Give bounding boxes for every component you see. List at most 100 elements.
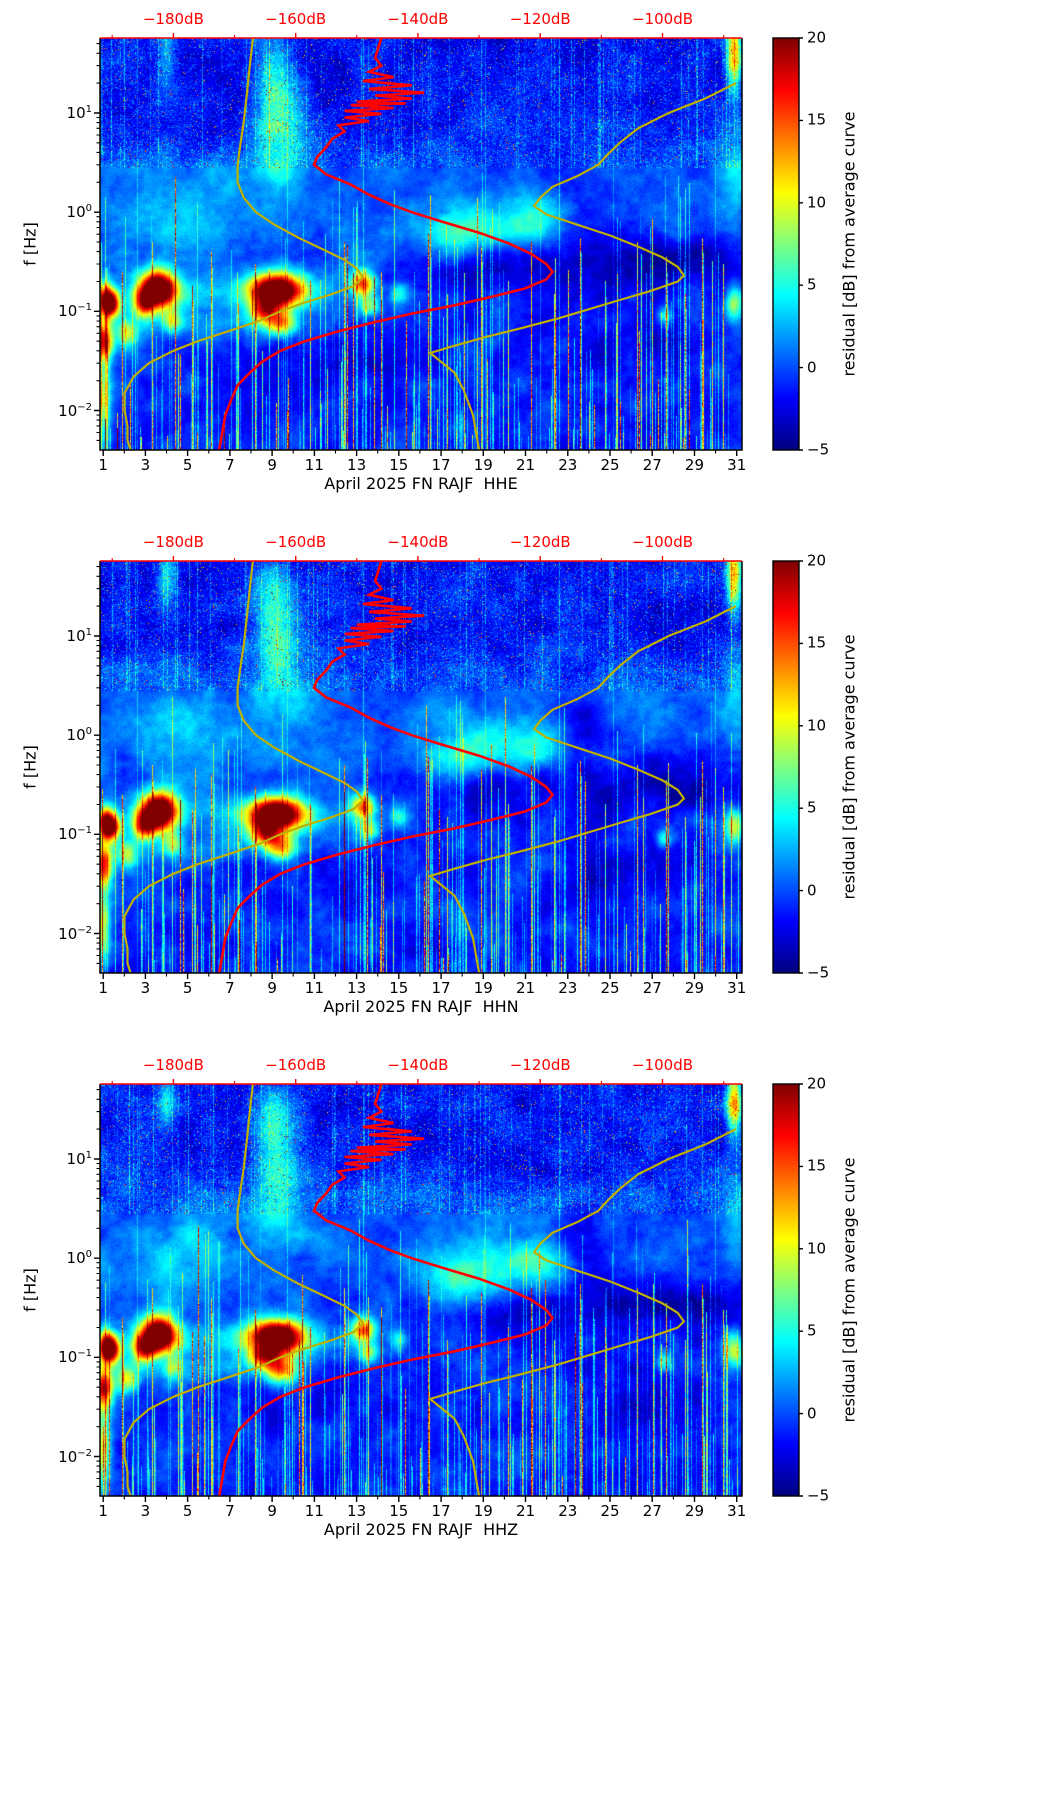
top-axis-tick-label: −100dB	[631, 1056, 694, 1074]
x-tick-label: 7	[225, 456, 235, 474]
y-tick-label: 100	[66, 203, 92, 222]
x-tick-label: 31	[727, 456, 747, 474]
x-tick-label: 21	[515, 1502, 536, 1520]
x-tick-label: 27	[642, 979, 662, 997]
y-tick-label: 101	[66, 1149, 92, 1168]
x-tick-label: 1	[98, 979, 108, 997]
colorbar-tick-label: −5	[807, 1486, 830, 1505]
x-tick-label: 11	[304, 456, 324, 474]
x-tick-label: 31	[727, 1502, 747, 1520]
y-tick-label: 10−2	[58, 924, 92, 943]
top-axis-tick-label: −180dB	[142, 1056, 204, 1074]
x-axis-label: April 2025 FN RAJF HHZ	[323, 1520, 519, 1539]
x-tick-label: 9	[267, 456, 277, 474]
top-axis-tick-label: −160dB	[265, 10, 327, 28]
y-axis-label: f [Hz]	[20, 1268, 40, 1312]
x-tick-label: 1	[98, 1502, 108, 1520]
y-tick-label: 10−1	[58, 302, 92, 321]
x-tick-label: 15	[389, 979, 409, 997]
x-tick-label: 11	[304, 1502, 324, 1520]
x-tick-label: 3	[140, 979, 151, 997]
x-tick-label: 13	[347, 456, 367, 474]
x-tick-label: 31	[727, 979, 747, 997]
colorbar-tick-label: 0	[807, 358, 817, 377]
x-tick-label: 25	[600, 456, 620, 474]
x-tick-label: 15	[389, 1502, 409, 1520]
x-tick-label: 19	[473, 456, 493, 474]
y-tick-label: 100	[66, 726, 92, 745]
x-tick-label: 17	[431, 1502, 451, 1520]
colorbar-tick-label: 20	[807, 28, 827, 47]
x-tick-label: 5	[182, 1502, 193, 1520]
top-axis-tick-label: −100dB	[631, 10, 694, 28]
colorbar-gradient	[773, 38, 799, 450]
x-axis-label: April 2025 FN RAJF HHE	[324, 474, 518, 493]
colorbar-label: residual [dB] from average curve	[839, 1157, 859, 1423]
colorbar-tick-label: 15	[807, 110, 827, 129]
x-tick-label: 19	[473, 979, 493, 997]
y-tick-label: 10−1	[58, 825, 92, 844]
top-axis-tick-label: −120dB	[509, 1056, 571, 1074]
colorbar-label: residual [dB] from average curve	[839, 634, 859, 900]
x-axis-label: April 2025 FN RAJF HHN	[323, 997, 519, 1016]
x-tick-label: 9	[267, 979, 277, 997]
colorbar-tick-label: 10	[807, 1239, 827, 1258]
x-tick-label: 23	[558, 979, 578, 997]
top-axis-tick-label: −120dB	[509, 10, 571, 28]
panel-hhz: f [Hz] April 2025 FN RAJF HHZ residual […	[0, 1046, 1052, 1569]
x-tick-label: 17	[431, 979, 451, 997]
x-tick-label: 29	[684, 456, 705, 474]
x-tick-label: 19	[473, 1502, 493, 1520]
x-tick-label: 21	[515, 456, 536, 474]
colorbar-tick-label: −5	[807, 963, 830, 982]
y-tick-label: 101	[66, 103, 92, 122]
colorbar-tick-label: 15	[807, 1156, 827, 1175]
x-tick-label: 1	[98, 456, 108, 474]
colorbar-label: residual [dB] from average curve	[839, 111, 859, 377]
x-tick-label: 29	[684, 1502, 705, 1520]
top-axis-tick-label: −160dB	[265, 533, 327, 551]
x-tick-label: 25	[600, 1502, 620, 1520]
x-tick-label: 9	[267, 1502, 277, 1520]
x-tick-label: 3	[140, 1502, 151, 1520]
spectrogram-heatmap	[100, 1084, 742, 1496]
top-axis-tick-label: −180dB	[142, 10, 204, 28]
x-tick-label: 23	[558, 456, 578, 474]
x-tick-label: 5	[182, 979, 193, 997]
colorbar-tick-label: 15	[807, 633, 827, 652]
y-axis-label: f [Hz]	[20, 222, 40, 266]
x-tick-label: 7	[225, 1502, 235, 1520]
colorbar-tick-label: 10	[807, 193, 827, 212]
top-axis-tick-label: −160dB	[265, 1056, 327, 1074]
y-tick-label: 10−1	[58, 1348, 92, 1367]
top-axis-tick-label: −180dB	[142, 533, 204, 551]
top-axis-tick-label: −140dB	[387, 10, 449, 28]
x-tick-label: 5	[182, 456, 193, 474]
top-axis-tick-label: −140dB	[387, 1056, 449, 1074]
colorbar-tick-label: 0	[807, 1404, 817, 1423]
x-tick-label: 21	[515, 979, 536, 997]
colorbar-tick-label: 20	[807, 1074, 827, 1093]
spectrogram-heatmap	[100, 561, 742, 973]
colorbar-gradient	[773, 561, 799, 973]
x-tick-label: 13	[347, 979, 367, 997]
colorbar-tick-label: 10	[807, 716, 827, 735]
x-tick-label: 11	[304, 979, 324, 997]
y-axis-label: f [Hz]	[20, 745, 40, 789]
colorbar-tick-label: 0	[807, 881, 817, 900]
x-tick-label: 3	[140, 456, 151, 474]
y-tick-label: 10−2	[58, 1447, 92, 1466]
x-tick-label: 7	[225, 979, 235, 997]
colorbar-tick-label: 20	[807, 551, 827, 570]
top-axis-tick-label: −100dB	[631, 533, 694, 551]
x-tick-label: 15	[389, 456, 409, 474]
y-tick-label: 10−2	[58, 401, 92, 420]
colorbar-gradient	[773, 1084, 799, 1496]
x-tick-label: 17	[431, 456, 451, 474]
top-axis-tick-label: −140dB	[387, 533, 449, 551]
panel-hhe: f [Hz] April 2025 FN RAJF HHE residual […	[0, 0, 1052, 523]
x-tick-label: 25	[600, 979, 620, 997]
colorbar-tick-label: 5	[807, 275, 817, 294]
top-axis-tick-label: −120dB	[509, 533, 571, 551]
